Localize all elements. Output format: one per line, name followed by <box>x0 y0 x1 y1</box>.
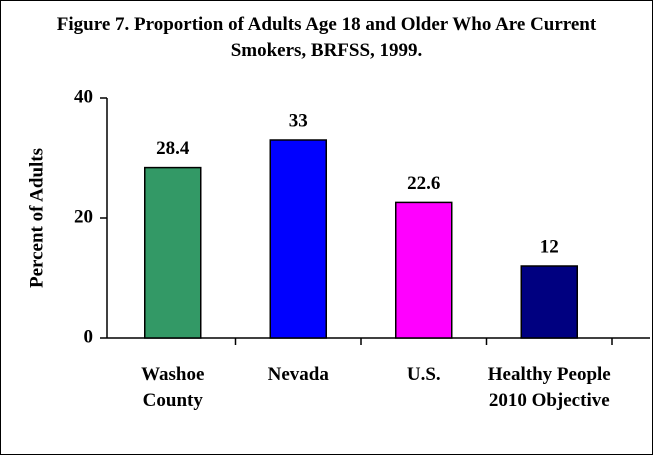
x-tick-label: Washoe County <box>141 364 205 411</box>
bar <box>520 265 578 339</box>
x-tick-label: Healthy People 2010 Objective <box>487 364 611 411</box>
bar <box>144 166 202 339</box>
data-label: 33 <box>289 110 308 131</box>
data-label: 28.4 <box>156 138 190 159</box>
y-axis-label: Percent of Adults <box>26 148 47 288</box>
bar <box>269 139 327 339</box>
x-tick-label: Nevada <box>267 364 329 385</box>
y-tick-label: 20 <box>74 206 93 227</box>
y-tick-label: 0 <box>84 326 94 347</box>
chart-title: Figure 7. Proportion of Adults Age 18 an… <box>56 14 597 61</box>
data-label: 22.6 <box>407 173 440 194</box>
data-label: 12 <box>540 236 559 257</box>
x-tick-label: U.S. <box>406 364 441 385</box>
y-tick-label: 40 <box>74 86 93 107</box>
bar <box>395 201 453 339</box>
